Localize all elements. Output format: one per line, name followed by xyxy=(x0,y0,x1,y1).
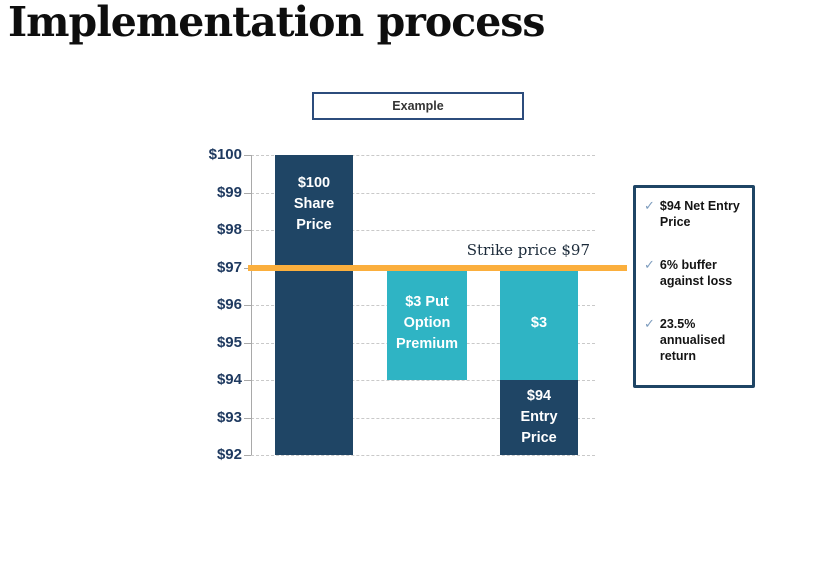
y-tick-label: $95 xyxy=(216,333,242,351)
gridline xyxy=(251,417,595,419)
y-tick-label: $96 xyxy=(216,296,242,313)
bar-label-line: Option xyxy=(403,315,451,332)
bar-label-line: $100 xyxy=(297,175,331,191)
put-option-premium-bar: $3 Put Option Premium xyxy=(387,267,467,380)
gridline xyxy=(251,455,595,456)
gridline xyxy=(251,192,595,194)
y-tick-label: $92 xyxy=(216,446,242,463)
y-axis-line xyxy=(251,155,252,455)
axis-tick xyxy=(244,417,251,419)
y-tick-label: $99 xyxy=(216,183,242,201)
entry-price-segment: $94 Entry Price xyxy=(500,380,578,455)
bar-label-line: Share xyxy=(293,196,335,212)
axis-tick xyxy=(244,455,251,456)
callout-text: 6% buffer against loss xyxy=(659,258,733,288)
bar-label-line: $94 xyxy=(526,388,552,404)
callout-text: 23.5% annualised return xyxy=(659,317,726,363)
axis-tick xyxy=(244,380,251,381)
y-tick-label: $94 xyxy=(216,371,242,388)
entry-premium-segment: $3 xyxy=(500,267,578,380)
axis-tick xyxy=(244,155,251,156)
y-tick-label: $100 xyxy=(208,146,242,163)
bar-label-line: $3 xyxy=(530,315,548,332)
share-price-bar: $100 Share Price xyxy=(275,155,353,455)
bar-label-line: Price xyxy=(521,430,557,446)
axis-tick xyxy=(244,305,251,306)
axis-tick xyxy=(244,230,251,231)
page-title: Implementation process xyxy=(8,0,545,46)
callout-item: ✓ 6% buffer against loss xyxy=(644,257,747,289)
bar-label-line: Premium xyxy=(395,336,459,353)
bar-label-line: Entry xyxy=(520,409,558,425)
axis-tick xyxy=(244,342,251,344)
bar-label-line: $3 Put xyxy=(405,294,449,311)
callout-item: ✓ 23.5% annualised return xyxy=(644,316,747,364)
example-box: Example xyxy=(312,92,524,120)
callout-item: ✓ $94 Net Entry Price xyxy=(644,198,747,230)
example-label: Example xyxy=(392,99,444,113)
strike-price-line xyxy=(248,264,627,271)
y-tick-label: $93 xyxy=(216,408,242,426)
y-tick-label: $98 xyxy=(216,221,242,238)
axis-tick xyxy=(244,192,251,194)
gridline xyxy=(251,380,595,381)
callout-text: $94 Net Entry Price xyxy=(659,199,740,229)
bar-label-line: Price xyxy=(296,217,332,233)
check-icon: ✓ xyxy=(644,198,655,213)
strike-price-label: Strike price $97 xyxy=(466,241,590,259)
check-icon: ✓ xyxy=(644,257,655,272)
check-icon: ✓ xyxy=(644,316,655,331)
gridline xyxy=(251,230,595,231)
callout-panel: ✓ $94 Net Entry Price ✓ 6% buffer agains… xyxy=(633,185,755,388)
gridline xyxy=(251,155,595,156)
axis-tick xyxy=(244,267,251,269)
y-tick-label: $97 xyxy=(216,258,242,276)
